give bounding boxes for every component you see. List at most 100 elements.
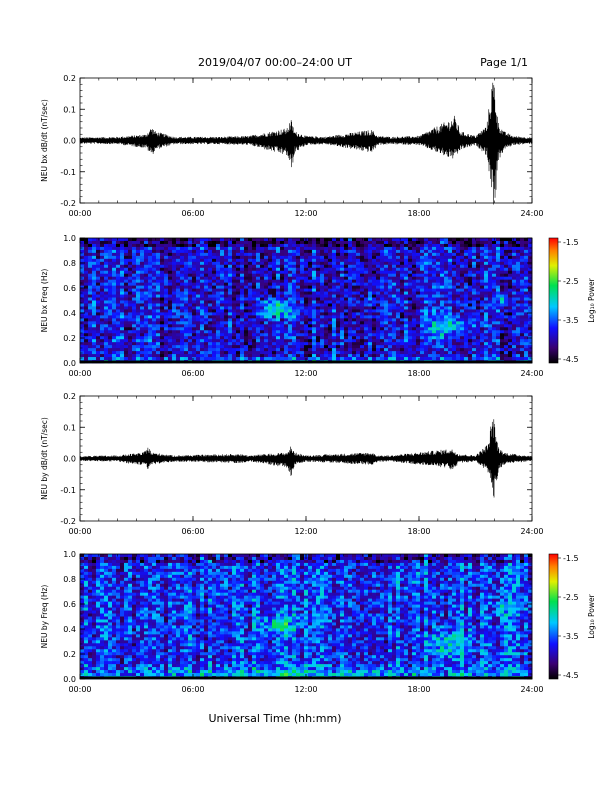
spectrogram-cell	[400, 315, 405, 319]
spectrogram-cell	[240, 330, 245, 334]
spectrogram-cell	[368, 276, 373, 281]
spectrogram-cell	[164, 255, 169, 260]
spectrogram-cell	[428, 312, 433, 316]
spectrogram-cell	[464, 264, 469, 269]
spectrogram-cell	[408, 288, 413, 292]
spectrogram-cell	[364, 330, 369, 334]
spectrogram-cell	[248, 318, 253, 322]
spectrogram-cell	[440, 249, 445, 254]
spectrogram-cell	[368, 243, 373, 248]
spectrogram-cell	[428, 345, 433, 349]
spectrogram-cell	[300, 315, 305, 319]
spectrogram-cell	[368, 297, 373, 301]
spectrogram-cell	[180, 261, 185, 266]
spectrogram-cell	[356, 243, 361, 248]
spectrogram-cell	[220, 342, 225, 346]
spectrogram-cell	[148, 318, 153, 322]
spectrogram-cell	[472, 303, 477, 307]
spectrogram-cell	[436, 345, 441, 349]
spectrogram-cell	[164, 300, 169, 304]
spectrogram-cell	[468, 300, 473, 304]
spectrogram-cell	[236, 282, 241, 287]
spectrogram-cell	[156, 330, 161, 334]
spectrogram-cell	[260, 238, 265, 242]
spectrogram-cell	[108, 240, 113, 245]
spectrogram-cell	[384, 354, 389, 358]
spectrogram-cell	[192, 345, 197, 349]
spectrogram-cell	[420, 348, 425, 352]
spectrogram-cell	[128, 324, 133, 328]
spectrogram-cell	[240, 315, 245, 319]
spectrogram-cell	[188, 273, 193, 278]
spectrogram-cell	[288, 321, 293, 325]
spectrogram-cell	[88, 306, 93, 310]
spectrogram-cell	[384, 345, 389, 349]
spectrogram-cell	[128, 252, 133, 257]
spectrogram-cell	[260, 351, 265, 355]
spectrogram-cell	[120, 240, 125, 245]
spectrogram-cell	[152, 321, 157, 325]
spectrogram-cell	[176, 342, 181, 346]
spectrogram-cell	[248, 357, 253, 361]
spectrogram-cell	[500, 321, 505, 325]
x-tick-label: 24:00	[520, 209, 543, 218]
spectrogram-cell	[488, 285, 493, 289]
spectrogram-cell	[284, 264, 289, 269]
spectrogram-cell	[92, 348, 97, 352]
spectrogram-cell	[220, 330, 225, 334]
spectrogram-cell	[404, 321, 409, 325]
spectrogram-cell	[368, 270, 373, 275]
spectrogram-cell	[104, 351, 109, 355]
spectrogram-cell	[92, 246, 97, 251]
spectrogram-cell	[320, 300, 325, 304]
spectrogram-cell	[308, 342, 313, 346]
spectrogram-cell	[212, 246, 217, 251]
spectrogram-cell	[200, 330, 205, 334]
spectrogram-cell	[172, 255, 177, 260]
spectrogram-cell	[448, 324, 453, 328]
spectrogram-cell	[88, 300, 93, 304]
spectrogram-cell	[152, 288, 157, 292]
spectrogram-cell	[80, 303, 85, 307]
spectrogram-cell	[288, 357, 293, 361]
spectrogram-cell	[384, 315, 389, 319]
spectrogram-cell	[300, 267, 305, 272]
spectrogram-cell	[204, 303, 209, 307]
spectrogram-cell	[84, 243, 89, 248]
spectrogram-cell	[224, 315, 229, 319]
spectrogram-cell	[516, 282, 521, 287]
spectrogram-cell	[452, 351, 457, 355]
spectrogram-cell	[244, 345, 249, 349]
spectrogram-cell	[280, 297, 285, 301]
spectrogram-cell	[420, 324, 425, 328]
spectrogram-cell	[316, 309, 321, 313]
spectrogram-cell	[200, 333, 205, 337]
spectrogram-cell	[416, 321, 421, 325]
spectrogram-cell	[88, 279, 93, 284]
spectrogram-cell	[440, 294, 445, 298]
figure-title: 2019/04/07 00:00–24:00 UT	[198, 56, 352, 69]
spectrogram-cell	[100, 252, 105, 257]
spectrogram-cell	[364, 238, 369, 242]
spectrogram-cell	[188, 288, 193, 292]
spectrogram-cell	[292, 240, 297, 245]
spectrogram-cell	[488, 315, 493, 319]
spectrogram-cell	[524, 303, 529, 307]
spectrogram-cell	[304, 348, 309, 352]
spectrogram-cell	[196, 309, 201, 313]
spectrogram-cell	[136, 324, 141, 328]
spectrogram-cell	[276, 288, 281, 292]
spectrogram-cell	[484, 330, 489, 334]
spectrogram-cell	[184, 282, 189, 287]
spectrogram-cell	[508, 336, 513, 340]
spectrogram-cell	[244, 339, 249, 343]
spectrogram-cell	[360, 306, 365, 310]
spectrogram-cell	[224, 252, 229, 257]
spectrogram-cell	[116, 249, 121, 254]
spectrogram-cell	[220, 261, 225, 266]
spectrogram-cell	[444, 270, 449, 275]
spectrogram-cell	[204, 333, 209, 337]
spectrogram-cell	[116, 258, 121, 263]
spectrogram-cell	[512, 238, 517, 242]
spectrogram-cell	[120, 255, 125, 260]
